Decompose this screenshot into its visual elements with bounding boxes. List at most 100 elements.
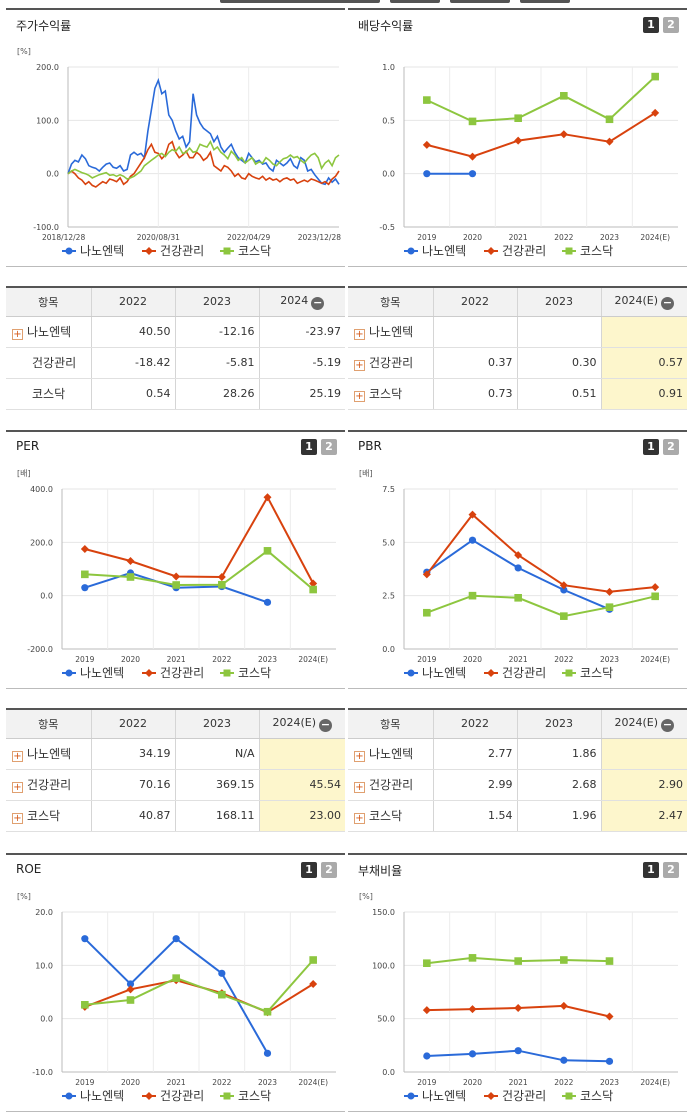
chart-toggle-2-button[interactable]: 2	[321, 439, 337, 455]
legend-item-0: 나노엔텍	[62, 244, 124, 258]
collapse-icon[interactable]: −	[661, 717, 675, 732]
y-tick-label: 0.0	[382, 1068, 395, 1077]
top-tab[interactable]	[390, 0, 440, 3]
table-cell	[259, 738, 345, 770]
expand-icon[interactable]: +	[12, 329, 23, 340]
top-tab[interactable]	[220, 0, 380, 3]
top-tab-strip	[0, 0, 691, 6]
chart-toggle-1-button[interactable]: 1	[301, 439, 317, 455]
table-header: 2022	[433, 709, 518, 739]
table-header: 2022	[433, 287, 518, 317]
table-cell: 2.90	[601, 769, 687, 801]
chart-toggle-2-button[interactable]: 2	[321, 862, 337, 878]
expand-icon[interactable]: +	[12, 782, 23, 793]
y-tick-label: 200.0	[36, 63, 59, 72]
row-name: 건강관리	[369, 356, 414, 370]
data-point	[309, 980, 318, 988]
chart-toggle-1-button[interactable]: 1	[643, 17, 659, 33]
legend-item-1: 건강관리	[142, 244, 204, 258]
expand-icon[interactable]: +	[354, 360, 365, 371]
expand-icon[interactable]: +	[354, 782, 365, 793]
x-tick-label: 2023	[258, 655, 277, 664]
legend-item-0: 나노엔텍	[404, 666, 466, 680]
data-point	[218, 969, 226, 977]
data-point	[423, 96, 431, 104]
chart-toggle-1-button[interactable]: 1	[643, 439, 659, 455]
data-point	[218, 990, 226, 999]
table-cell: 70.16	[91, 769, 176, 801]
table-row: + 나노엔텍	[348, 316, 687, 348]
collapse-icon[interactable]: −	[319, 717, 333, 732]
legend-item-1: 건강관리	[142, 666, 204, 680]
table-cell: -18.42	[91, 347, 176, 379]
x-tick-label: 2024(E)	[640, 655, 670, 664]
row-label: + 코스닥	[348, 378, 434, 410]
legend-item-2: 코스닥	[220, 244, 271, 258]
row-name: 나노엔텍	[369, 747, 414, 761]
expand-icon[interactable]: +	[354, 751, 365, 762]
table-cell: 40.87	[91, 800, 176, 832]
row-label: + 나노엔텍	[6, 316, 92, 348]
chart-toggle-1-button[interactable]: 1	[301, 862, 317, 878]
legend-marker	[223, 247, 231, 255]
data-point	[605, 137, 614, 146]
data-point	[422, 570, 431, 579]
data-point	[560, 92, 568, 100]
table-row: + 나노엔텍 34.19 N/A	[6, 738, 345, 770]
legend-item-1: 건강관리	[484, 1089, 546, 1103]
table-cell: 34.19	[91, 738, 176, 770]
data-point	[560, 1056, 568, 1064]
expand-icon[interactable]: +	[12, 813, 23, 824]
chart-toggle-2-button[interactable]: 2	[663, 439, 679, 455]
x-tick-label: 2022	[554, 233, 573, 242]
series-line-2	[67, 140, 340, 180]
data-point	[514, 1004, 523, 1012]
table-cell: 0.37	[433, 347, 518, 379]
table-header: 항목	[6, 287, 92, 317]
x-tick-label: 2020	[121, 1078, 140, 1087]
table-cell	[433, 316, 518, 348]
collapse-icon[interactable]: −	[661, 295, 675, 310]
data-point	[651, 583, 660, 592]
collapse-icon[interactable]: −	[311, 295, 325, 310]
legend-marker	[65, 1092, 73, 1100]
data-point	[468, 536, 477, 544]
row-label: + 건강관리	[6, 769, 92, 801]
expand-icon[interactable]: +	[354, 813, 365, 824]
chart-toggle-1-button[interactable]: 1	[643, 862, 659, 878]
table-header: 2023	[517, 287, 602, 317]
table-header-label: 2023	[545, 717, 573, 731]
x-tick-label: 2021	[167, 1078, 186, 1087]
legend-label: 코스닥	[580, 1089, 613, 1103]
legend-item-0: 나노엔텍	[404, 1089, 466, 1103]
data-point	[309, 956, 317, 964]
expand-icon[interactable]: +	[12, 751, 23, 762]
chart-toggle-2-button[interactable]: 2	[663, 17, 679, 33]
table-header: 2023	[175, 287, 260, 317]
chart-toggle-2-button[interactable]: 2	[663, 862, 679, 878]
data-point	[560, 956, 568, 964]
expand-icon[interactable]: +	[354, 391, 365, 402]
data-point	[126, 996, 135, 1004]
chart-svg: 1.0 0.5 0.0 -0.5 2019 2020 2021 2022 2023 2024(E)…	[379, 63, 678, 258]
x-tick-label: 2019	[417, 655, 436, 664]
expand-icon[interactable]: +	[354, 329, 365, 340]
table-cell: 1.54	[433, 800, 518, 832]
data-point	[559, 130, 568, 139]
x-tick-label: 2022/04/29	[227, 233, 270, 242]
top-tab[interactable]	[450, 0, 510, 3]
y-tick-label: -200.0	[27, 645, 53, 654]
table-header: 2024(E) −	[259, 709, 345, 739]
data-point	[126, 573, 135, 581]
legend-label: 코스닥	[580, 244, 613, 258]
data-point	[514, 136, 523, 145]
y-tick-label: 100.0	[372, 961, 395, 970]
series-line-2	[84, 549, 314, 591]
data-point	[263, 1007, 272, 1016]
chart-panel: 배당수익률 1 2 1.0 0.5 0.0 -0.5 2019 2020 2021 2022 2023…	[348, 8, 687, 267]
series-line-2	[426, 594, 656, 618]
legend-marker	[145, 1092, 153, 1100]
row-label: + 나노엔텍	[348, 738, 434, 770]
table-header: 2022	[91, 709, 176, 739]
top-tab[interactable]	[520, 0, 570, 3]
